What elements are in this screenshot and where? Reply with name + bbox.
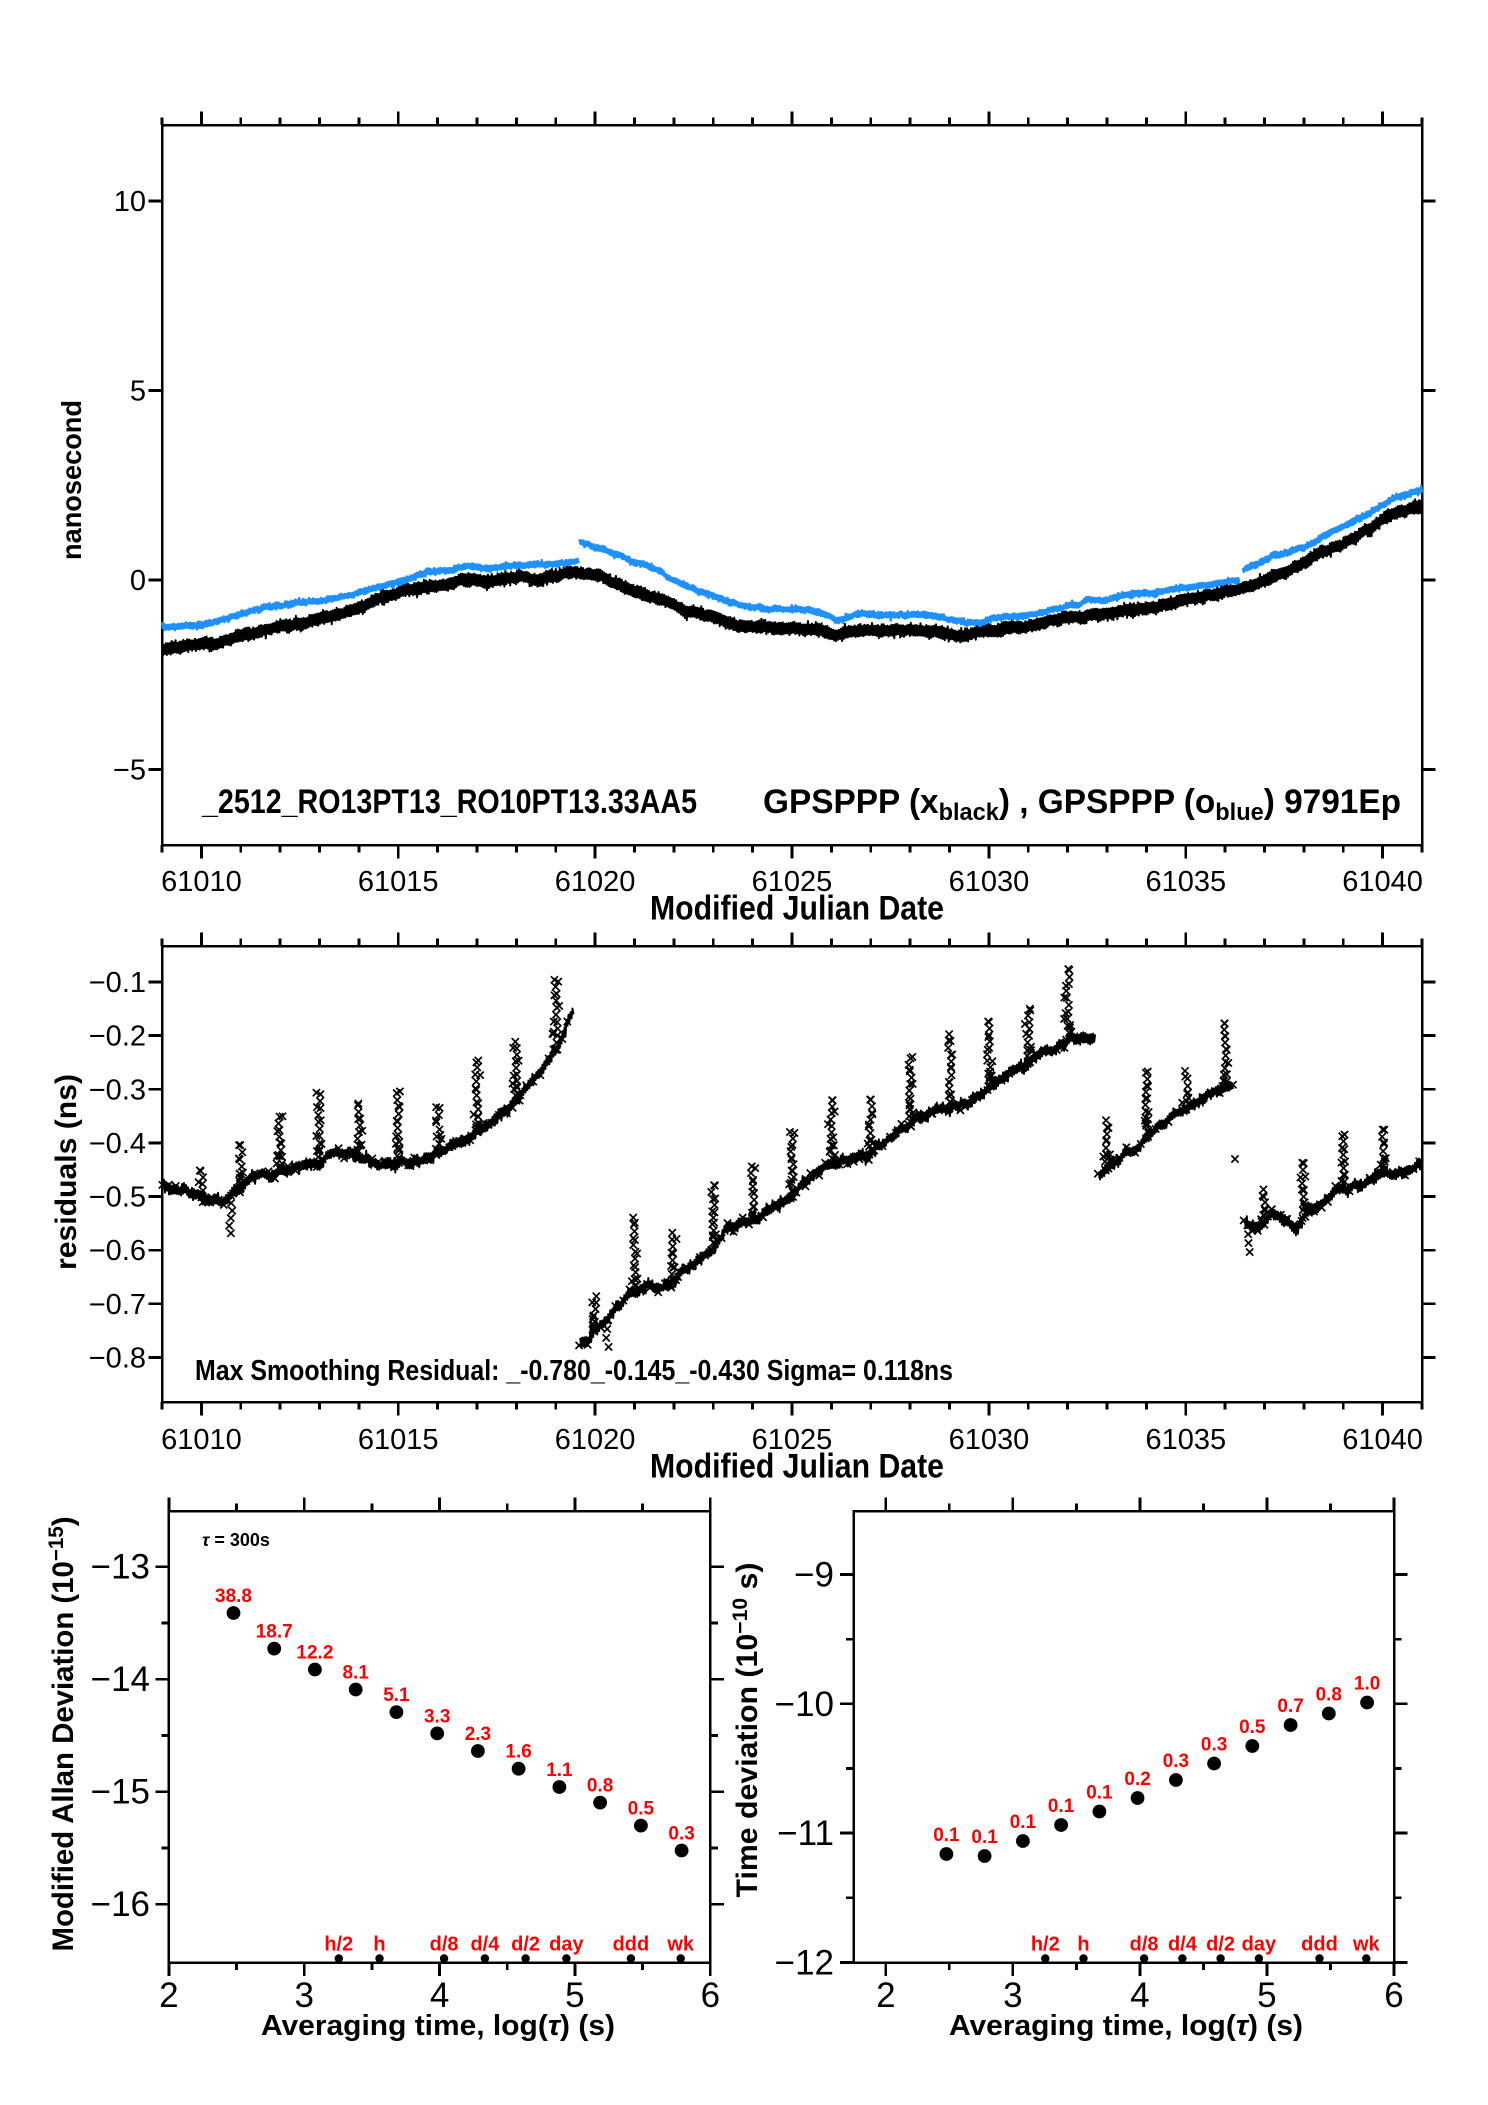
svg-text:−0.1: −0.1: [89, 967, 146, 999]
svg-text:0: 0: [130, 565, 146, 597]
svg-text:−0.7: −0.7: [89, 1289, 146, 1321]
svg-text:2: 2: [876, 1976, 895, 2015]
svg-text:−11: −11: [777, 1814, 834, 1853]
svg-text:61010: 61010: [161, 1424, 242, 1456]
svg-text:ddd: ddd: [1301, 1934, 1338, 1956]
svg-text:−12: −12: [775, 1943, 834, 1982]
svg-text:nanosecond: nanosecond: [56, 400, 87, 560]
svg-text:61030: 61030: [949, 1424, 1030, 1456]
svg-text:Modified Allan Deviation (10−1: Modified Allan Deviation (10−15): [45, 1517, 80, 1952]
svg-text:10: 10: [114, 186, 146, 218]
svg-text:−0.5: −0.5: [89, 1182, 146, 1214]
svg-text:0.1: 0.1: [1010, 1812, 1037, 1833]
svg-text:−15: −15: [91, 1773, 150, 1812]
svg-text:5.1: 5.1: [383, 1685, 410, 1706]
svg-text:61035: 61035: [1145, 1424, 1226, 1456]
svg-text:0.3: 0.3: [1201, 1735, 1227, 1756]
svg-text:wk: wk: [666, 1934, 695, 1956]
svg-text:61035: 61035: [1145, 866, 1226, 898]
svg-text:Averaging time, log(τ) (s): Averaging time, log(τ) (s): [261, 2010, 615, 2042]
svg-text:0.3: 0.3: [668, 1824, 694, 1845]
svg-text:wk: wk: [1352, 1934, 1381, 1956]
svg-text:3.3: 3.3: [424, 1706, 450, 1727]
svg-text:d/8: d/8: [430, 1934, 459, 1956]
svg-text:2: 2: [159, 1976, 178, 2015]
svg-text:0.1: 0.1: [971, 1827, 998, 1848]
svg-text:2.3: 2.3: [465, 1724, 491, 1745]
svg-text:5: 5: [1257, 1976, 1276, 2015]
svg-text:1.6: 1.6: [505, 1742, 531, 1763]
svg-text:ddd: ddd: [613, 1934, 650, 1956]
svg-text:61015: 61015: [358, 866, 439, 898]
svg-text:residuals (ns): residuals (ns): [50, 1074, 83, 1270]
svg-text:61010: 61010: [161, 866, 242, 898]
svg-text:3: 3: [1003, 1976, 1022, 2015]
svg-text:38.8: 38.8: [215, 1586, 252, 1607]
svg-text:h: h: [373, 1934, 385, 1956]
svg-text:0.8: 0.8: [1316, 1685, 1342, 1706]
svg-text:4: 4: [430, 1976, 449, 2015]
svg-text:61025: 61025: [752, 1424, 833, 1456]
svg-text:61040: 61040: [1342, 1424, 1423, 1456]
svg-text:4: 4: [1130, 1976, 1149, 2015]
svg-text:d/2: d/2: [1206, 1934, 1235, 1956]
svg-text:d/8: d/8: [1130, 1934, 1159, 1956]
svg-text:−0.2: −0.2: [89, 1021, 146, 1053]
svg-text:5: 5: [130, 376, 146, 408]
svg-text:Modified Julian Date: Modified Julian Date: [650, 1448, 944, 1486]
svg-text:61040: 61040: [1342, 866, 1423, 898]
svg-text:−5: −5: [113, 755, 146, 787]
svg-text:8.1: 8.1: [342, 1663, 369, 1684]
svg-text:−14: −14: [91, 1660, 150, 1699]
svg-text:−10: −10: [775, 1685, 834, 1724]
svg-text:12.2: 12.2: [296, 1643, 333, 1664]
svg-text:−0.8: −0.8: [89, 1342, 146, 1374]
svg-text:0.7: 0.7: [1277, 1696, 1303, 1717]
svg-text:5: 5: [565, 1976, 584, 2015]
svg-text:18.7: 18.7: [256, 1622, 293, 1643]
svg-text:−0.4: −0.4: [89, 1128, 146, 1160]
svg-text:−13: −13: [91, 1548, 150, 1587]
svg-text:day: day: [549, 1934, 584, 1956]
svg-text:τ = 300s: τ = 300s: [202, 1530, 270, 1550]
svg-text:d/4: d/4: [1168, 1934, 1198, 1956]
svg-text:61020: 61020: [555, 1424, 636, 1456]
svg-text:0.1: 0.1: [933, 1825, 960, 1846]
svg-text:0.1: 0.1: [1086, 1783, 1113, 1804]
svg-text:0.2: 0.2: [1124, 1769, 1150, 1790]
svg-text:6: 6: [701, 1976, 720, 2015]
svg-text:6: 6: [1384, 1976, 1403, 2015]
svg-text:0.3: 0.3: [1163, 1751, 1189, 1772]
svg-text:d/2: d/2: [511, 1934, 540, 1956]
svg-text:61030: 61030: [949, 866, 1030, 898]
svg-text:GPSPPP (xblack) , GPSPPP (obl: GPSPPP (xblack) , GPSPPP (oblue) 9791Ep: [763, 783, 1401, 826]
svg-text:−0.3: −0.3: [89, 1074, 146, 1106]
svg-text:−16: −16: [91, 1885, 150, 1924]
svg-text:1.0: 1.0: [1354, 1674, 1380, 1695]
svg-text:_2512_RO13PT13_RO10PT13.33AA5: _2512_RO13PT13_RO10PT13.33AA5: [201, 783, 697, 821]
svg-text:day: day: [1242, 1934, 1277, 1956]
svg-text:0.1: 0.1: [1048, 1796, 1075, 1817]
svg-text:Averaging time, log(τ) (s): Averaging time, log(τ) (s): [949, 2010, 1303, 2042]
svg-text:−9: −9: [794, 1556, 834, 1595]
svg-text:h: h: [1077, 1934, 1089, 1956]
svg-text:0.8: 0.8: [587, 1776, 613, 1797]
svg-text:0.5: 0.5: [628, 1799, 655, 1820]
svg-text:h/2: h/2: [1031, 1934, 1060, 1956]
svg-text:h/2: h/2: [324, 1934, 353, 1956]
svg-text:Modified Julian Date: Modified Julian Date: [650, 890, 944, 928]
svg-text:61015: 61015: [358, 1424, 439, 1456]
svg-text:d/4: d/4: [470, 1934, 500, 1956]
svg-text:3: 3: [294, 1976, 313, 2015]
svg-text:0.5: 0.5: [1239, 1717, 1266, 1738]
svg-text:1.1: 1.1: [546, 1760, 573, 1781]
svg-text:61025: 61025: [752, 866, 833, 898]
svg-text:−0.6: −0.6: [89, 1235, 146, 1267]
svg-text:61020: 61020: [555, 866, 636, 898]
svg-text:Max Smoothing Residual: _-0.78: Max Smoothing Residual: _-0.780_-0.145_-…: [195, 1355, 953, 1387]
